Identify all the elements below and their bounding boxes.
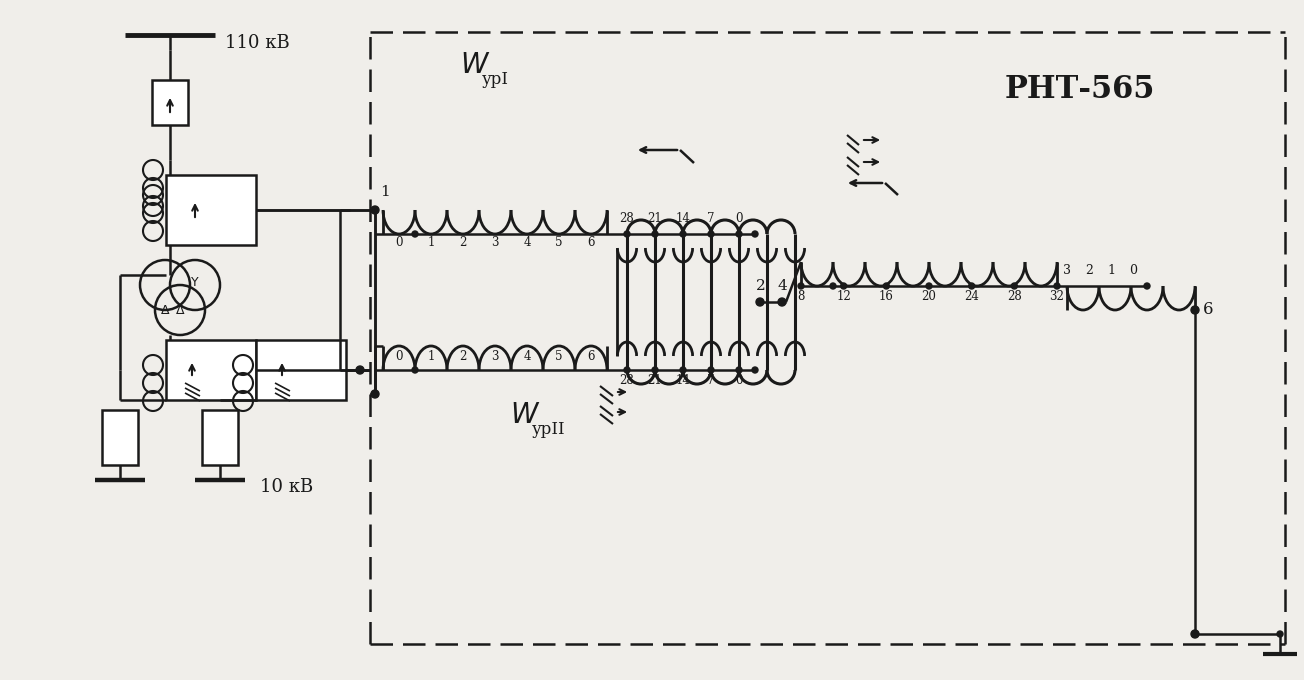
Text: 7: 7 (707, 374, 715, 387)
Text: 2: 2 (756, 279, 765, 293)
Text: 0: 0 (735, 374, 743, 387)
Circle shape (708, 231, 715, 237)
Text: $\mathit{W}$: $\mathit{W}$ (510, 401, 540, 429)
Text: 5: 5 (556, 350, 563, 363)
Circle shape (1191, 630, 1198, 638)
Text: 16: 16 (879, 290, 893, 303)
Circle shape (652, 367, 659, 373)
Text: 0: 0 (395, 350, 403, 363)
Bar (256, 340, 346, 400)
Circle shape (679, 231, 686, 237)
Circle shape (679, 367, 686, 373)
Text: 1: 1 (379, 185, 390, 199)
Text: 7: 7 (707, 212, 715, 225)
Circle shape (708, 367, 715, 373)
Circle shape (883, 283, 889, 289)
Circle shape (752, 367, 758, 373)
Text: Δ: Δ (160, 303, 170, 316)
Circle shape (831, 283, 836, 289)
Text: 2: 2 (459, 236, 467, 249)
Text: 2: 2 (459, 350, 467, 363)
Text: 21: 21 (648, 212, 662, 225)
Circle shape (778, 298, 786, 306)
Circle shape (412, 367, 419, 373)
Circle shape (1277, 631, 1283, 637)
Text: 28: 28 (619, 374, 634, 387)
Circle shape (969, 283, 974, 289)
Text: 0: 0 (735, 212, 743, 225)
Circle shape (1191, 306, 1198, 314)
Text: 20: 20 (922, 290, 936, 303)
Text: РНТ-565: РНТ-565 (1005, 75, 1155, 105)
Circle shape (756, 298, 764, 306)
Text: 10 кВ: 10 кВ (259, 478, 313, 496)
Text: 5: 5 (556, 236, 563, 249)
Text: 28: 28 (619, 212, 634, 225)
Circle shape (735, 231, 742, 237)
Circle shape (1012, 283, 1017, 289)
Text: урII: урII (532, 422, 566, 439)
Text: 3: 3 (492, 350, 498, 363)
Text: 1: 1 (428, 236, 434, 249)
Text: 0: 0 (395, 236, 403, 249)
Text: 8: 8 (797, 290, 805, 303)
Text: 110 кВ: 110 кВ (226, 34, 289, 52)
Text: 3: 3 (492, 236, 498, 249)
Text: 14: 14 (675, 374, 690, 387)
Text: 4: 4 (523, 350, 531, 363)
Text: Δ: Δ (176, 303, 184, 316)
Text: 24: 24 (964, 290, 979, 303)
Text: 32: 32 (1050, 290, 1064, 303)
Circle shape (841, 283, 846, 289)
Text: 14: 14 (675, 212, 690, 225)
Circle shape (625, 367, 630, 373)
Bar (166, 175, 256, 245)
Text: 21: 21 (648, 374, 662, 387)
Text: Y: Y (192, 277, 198, 290)
Circle shape (625, 231, 630, 237)
Text: 1: 1 (428, 350, 434, 363)
Circle shape (372, 390, 379, 398)
Bar (153, 80, 188, 125)
Circle shape (752, 231, 758, 237)
Text: 0: 0 (1129, 264, 1137, 277)
Circle shape (735, 367, 742, 373)
Circle shape (1054, 283, 1060, 289)
Circle shape (652, 231, 659, 237)
Text: 4: 4 (778, 279, 788, 293)
Circle shape (798, 283, 805, 289)
Text: 3: 3 (1063, 264, 1071, 277)
Text: 6: 6 (587, 350, 595, 363)
Text: 2: 2 (1085, 264, 1093, 277)
Text: 28: 28 (1007, 290, 1022, 303)
Circle shape (356, 366, 364, 374)
Circle shape (412, 231, 419, 237)
Text: 12: 12 (836, 290, 852, 303)
Bar (202, 410, 239, 465)
Circle shape (926, 283, 932, 289)
Circle shape (372, 206, 379, 214)
Text: $\mathit{W}$: $\mathit{W}$ (460, 51, 490, 79)
Circle shape (1144, 283, 1150, 289)
Text: урI: урI (482, 71, 509, 88)
Bar (102, 410, 138, 465)
Text: 6: 6 (587, 236, 595, 249)
Text: 4: 4 (523, 236, 531, 249)
Bar (166, 340, 256, 400)
Text: 6: 6 (1204, 301, 1214, 318)
Text: 1: 1 (1107, 264, 1115, 277)
